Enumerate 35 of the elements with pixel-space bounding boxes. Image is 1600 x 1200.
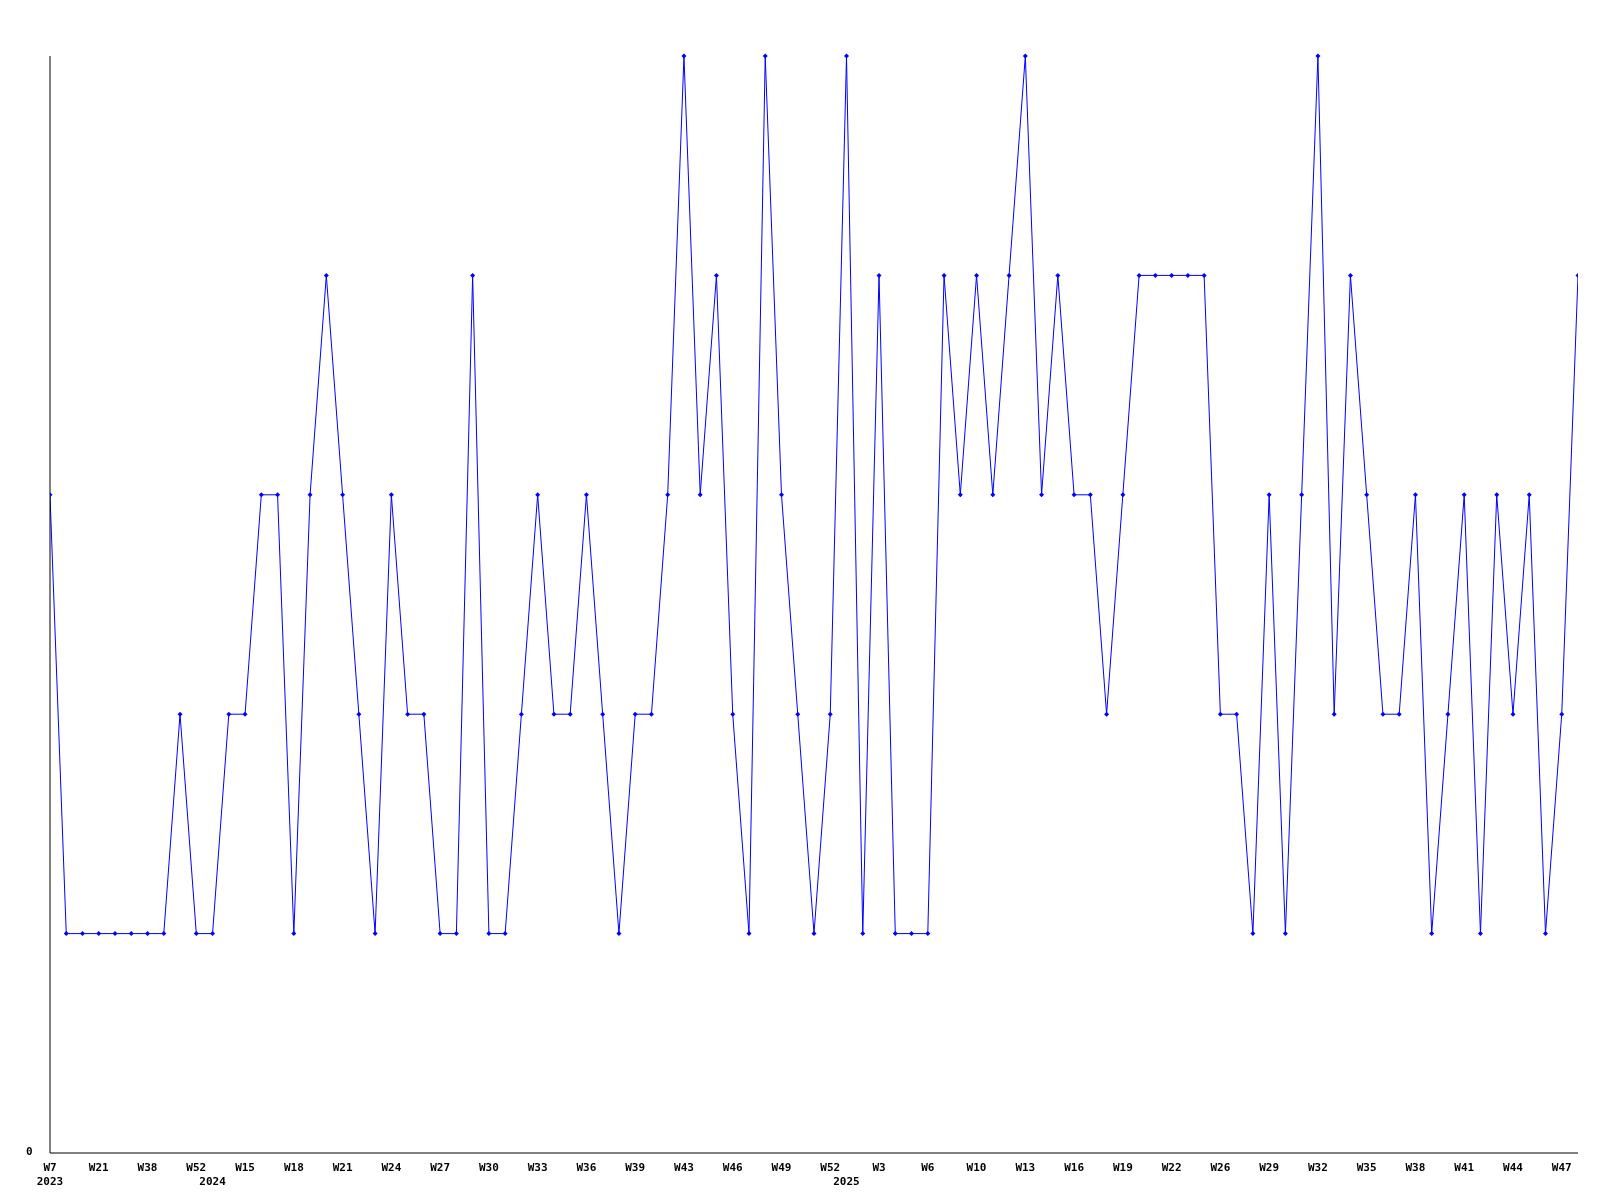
x-tick-label: W27 (430, 1161, 451, 1174)
text: 0 (26, 1145, 33, 1158)
x-tick-label: W15 (235, 1161, 255, 1174)
x-tick-label: W46 (722, 1161, 744, 1174)
x-tick-label: W39 (625, 1161, 646, 1174)
x-tick-label: W36 (576, 1161, 597, 1174)
x-tick-label: 2025 (833, 1175, 860, 1188)
x-tick-label: W38 (137, 1161, 158, 1174)
x-tick-label: W21 (88, 1161, 110, 1174)
x-tick-label: W24 (381, 1161, 402, 1174)
x-tick-label: W38 (1405, 1161, 1426, 1174)
x-tick-label: W26 (1210, 1161, 1231, 1174)
x-tick-label: W35 (1356, 1161, 1377, 1174)
x-tick-label: W43 (674, 1161, 694, 1174)
x-tick-label: 2024 (199, 1175, 227, 1188)
x-tick-label: W19 (1112, 1161, 1133, 1174)
x-tick-label: W52 (186, 1161, 207, 1174)
x-tick-label: W16 (1064, 1161, 1085, 1174)
x-tick-label: W18 (283, 1161, 304, 1174)
x-tick-label: W7 2023 (36, 1161, 64, 1188)
x-tick-label: W22 (1161, 1161, 1182, 1174)
x-tick-label: W52 (820, 1161, 841, 1174)
x-tick-label: W10 (966, 1161, 987, 1174)
x-tick-label: W30 (478, 1161, 499, 1174)
x-tick-label: W3 (872, 1161, 886, 1174)
x-tick-label: W33 (527, 1161, 548, 1174)
x-tick-label: W47 (1551, 1161, 1572, 1174)
x-tick-label: W41 (1454, 1161, 1475, 1174)
x-tick-label: W21 (332, 1161, 353, 1174)
x-tick-label: W32 (1307, 1161, 1328, 1174)
x-tick-label: W6 (921, 1161, 935, 1174)
x-tick-label: W49 (771, 1161, 792, 1174)
x-tick-label: W13 (1015, 1161, 1036, 1174)
x-tick-label: W44 (1503, 1161, 1524, 1174)
x-tick-label: W29 (1259, 1161, 1280, 1174)
